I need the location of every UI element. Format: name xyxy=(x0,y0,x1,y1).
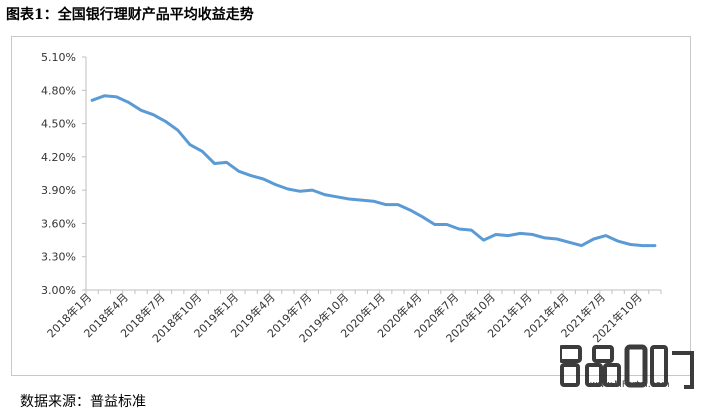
data-source-note: 数据来源：普益标准 xyxy=(20,394,146,410)
data-point xyxy=(396,203,400,206)
y-tick-label: 3.60% xyxy=(41,217,76,230)
y-tick-label: 5.10% xyxy=(41,51,76,64)
data-point xyxy=(506,234,510,237)
series-line xyxy=(90,94,657,248)
data-point xyxy=(629,243,632,246)
data-point xyxy=(139,109,143,112)
data-point xyxy=(592,237,595,241)
data-point xyxy=(103,94,106,98)
data-point xyxy=(115,95,118,99)
data-point xyxy=(433,223,436,226)
data-point xyxy=(237,170,241,173)
data-point xyxy=(531,233,534,236)
data-point xyxy=(176,129,179,132)
data-point xyxy=(568,241,571,244)
data-point xyxy=(445,223,449,226)
y-tick-label: 3.90% xyxy=(41,184,76,197)
data-point xyxy=(347,197,351,201)
data-point xyxy=(286,187,290,191)
data-point xyxy=(225,161,228,164)
data-point xyxy=(482,238,485,242)
data-point xyxy=(188,143,192,146)
data-point xyxy=(384,203,387,206)
data-point xyxy=(641,244,644,247)
data-point xyxy=(519,232,522,235)
data-point xyxy=(164,120,167,123)
data-point xyxy=(298,190,302,193)
data-point xyxy=(213,162,216,165)
data-point xyxy=(311,188,314,192)
data-point xyxy=(262,177,265,181)
y-tick-label: 4.20% xyxy=(41,151,76,164)
data-point xyxy=(457,227,461,231)
data-point xyxy=(604,234,608,237)
data-point xyxy=(360,198,363,202)
data-point xyxy=(470,228,473,232)
data-point xyxy=(653,244,657,247)
data-point xyxy=(372,200,375,203)
data-point xyxy=(543,236,546,240)
data-point xyxy=(274,183,277,186)
y-tick-label: 3.30% xyxy=(41,251,76,264)
data-point xyxy=(201,150,204,153)
data-point xyxy=(555,237,559,241)
data-point xyxy=(616,239,620,243)
data-point xyxy=(494,233,498,236)
data-point xyxy=(249,174,253,177)
data-point xyxy=(335,195,338,198)
data-point xyxy=(323,193,326,196)
y-tick-label: 4.50% xyxy=(41,118,76,131)
y-tick-label: 4.80% xyxy=(41,84,76,97)
y-tick-label: 3.00% xyxy=(41,284,76,297)
data-point xyxy=(152,113,155,116)
watermark-url: www.MPortal.com xyxy=(590,380,670,390)
data-point xyxy=(580,244,583,247)
data-point xyxy=(90,99,94,102)
chart-frame xyxy=(11,36,691,376)
chart-title: 图表1：全国银行理财产品平均收益走势 xyxy=(6,7,254,23)
data-point xyxy=(421,215,424,218)
data-point xyxy=(127,101,131,104)
watermark-logo: www.MPortal.com xyxy=(560,344,694,390)
data-point xyxy=(409,208,412,212)
